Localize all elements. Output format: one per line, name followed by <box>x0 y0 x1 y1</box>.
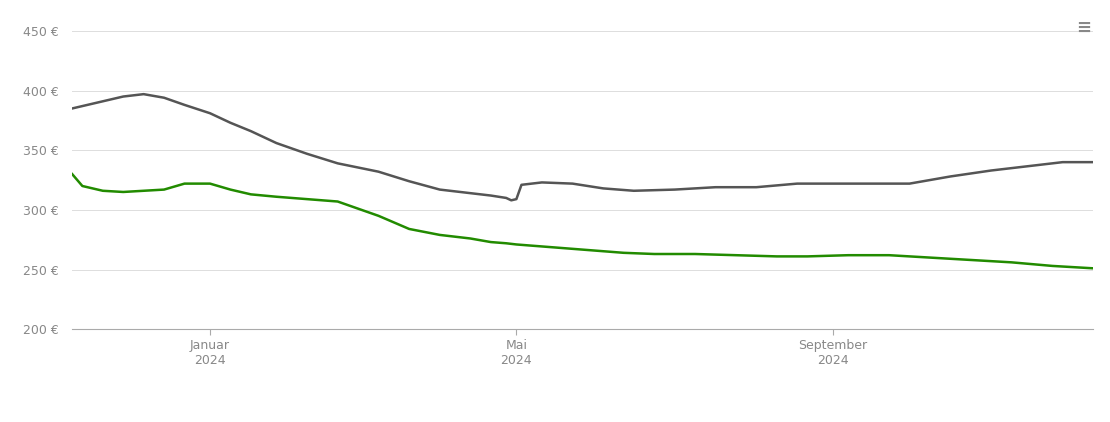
Text: ≡: ≡ <box>1076 19 1091 37</box>
